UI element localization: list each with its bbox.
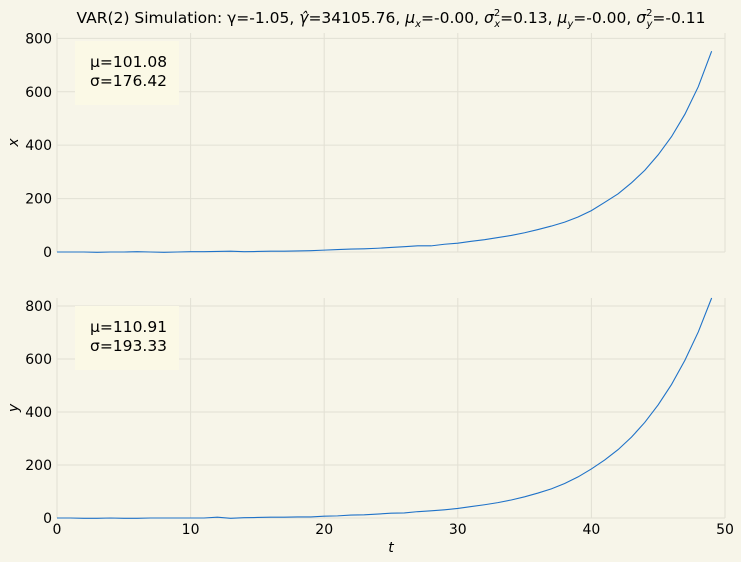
y-tick-label: 0 bbox=[43, 511, 52, 527]
y-tick-label: 800 bbox=[25, 299, 52, 315]
series-line bbox=[57, 297, 713, 519]
x-tick-label: 20 bbox=[315, 522, 333, 538]
stats-mean: μ=110.91 bbox=[90, 318, 167, 336]
x-tick-label: 10 bbox=[182, 522, 200, 538]
y-axis-label: y bbox=[6, 403, 22, 413]
y-tick-label: 400 bbox=[25, 405, 52, 421]
y-tick-label: 0 bbox=[43, 245, 52, 261]
x-axis-label: t bbox=[388, 540, 394, 556]
top-panel-x: 0 200 400 600 800 x μ=101.08σ=176.42 bbox=[6, 31, 726, 261]
stats-std: σ=176.42 bbox=[90, 72, 167, 90]
x-tick-label: 30 bbox=[449, 522, 467, 538]
x-tick-label: 50 bbox=[716, 522, 734, 538]
stats-box bbox=[75, 41, 179, 105]
x-tick-label: 40 bbox=[582, 522, 600, 538]
y-tick-label: 200 bbox=[25, 458, 52, 474]
y-axis-label: x bbox=[6, 138, 22, 148]
y-tick-label: 400 bbox=[25, 138, 52, 154]
stats-mean: μ=101.08 bbox=[90, 53, 167, 71]
chart-title: VAR(2) Simulation: γ=-1.05, γ̂=34105.76,… bbox=[77, 8, 706, 30]
stats-std: σ=193.33 bbox=[90, 337, 167, 355]
y-tick-label: 600 bbox=[25, 85, 52, 101]
y-tick-label: 600 bbox=[25, 352, 52, 368]
stats-box bbox=[75, 306, 179, 370]
bottom-panel-y: 0 200 400 600 800 0 10 20 30 40 50 y t μ=110.91σ=193.… bbox=[6, 297, 734, 556]
series-line bbox=[57, 50, 713, 253]
y-tick-label: 800 bbox=[25, 31, 52, 47]
y-tick-label: 200 bbox=[25, 192, 52, 208]
x-tick-label: 0 bbox=[53, 522, 62, 538]
